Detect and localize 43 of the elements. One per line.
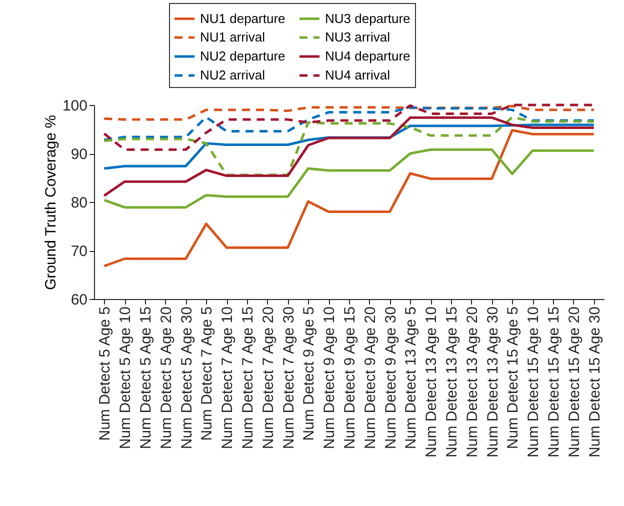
line-series — [102, 116, 596, 176]
legend-label: NU1 departure — [200, 10, 286, 26]
legend-label: NU2 departure — [200, 48, 286, 64]
x-tick-label: Num Detect 5 Age 15 — [138, 306, 154, 450]
x-tick-label: Num Detect 9 Age 20 — [362, 306, 379, 450]
x-tick-label: Num Detect 15 Age 15 — [546, 306, 562, 458]
y-tick-label: 100 — [62, 98, 88, 114]
x-tick-label: Num Detect 15 Age 20 — [566, 306, 583, 458]
x-tick-label: Num Detect 15 Age 10 — [525, 306, 542, 458]
x-tick-label: Num Detect 13 Age 20 — [464, 306, 481, 458]
x-tick-label: Num Detect 5 Age 20 — [158, 306, 175, 450]
y-tick-label: 70 — [70, 243, 88, 260]
x-tick-label: Num Detect 5 Age 10 — [117, 306, 134, 450]
x-tick-label: Num Detect 13 Age 15 — [444, 306, 460, 458]
legend-label: NU3 arrival — [325, 30, 390, 44]
x-tick-label: Num Detect 7 Age 20 — [260, 306, 277, 450]
line-series — [102, 148, 596, 209]
x-tick-label: Num Detect 13 Age 10 — [423, 306, 440, 458]
x-tick-label: Num Detect 15 Age 5 — [504, 306, 522, 450]
y-tick-label: 90 — [70, 146, 88, 163]
x-tick-label: Num Detect 7 Age 10 — [219, 306, 236, 450]
legend-label: NU2 arrival — [200, 68, 266, 82]
x-tick-label: Num Detect 15 Age 30 — [586, 306, 604, 458]
legend-label: NU1 arrival — [200, 30, 266, 44]
x-tick-label: Num Detect 9 Age 5 — [300, 306, 318, 441]
x-tick-label: Num Detect 7 Age 5 — [198, 306, 216, 441]
x-tick-label: Num Detect 9 Age 30 — [382, 306, 400, 450]
legend-label: NU4 departure — [325, 48, 410, 64]
legend-label: NU4 arrival — [325, 68, 390, 82]
x-tick-label: Num Detect 9 Age 10 — [321, 306, 338, 450]
x-tick-label: Num Detect 7 Age 30 — [280, 306, 298, 450]
line-series — [102, 104, 596, 121]
line-series — [102, 128, 596, 268]
x-tick-label: Num Detect 5 Age 5 — [96, 306, 114, 441]
x-tick-label: Num Detect 7 Age 15 — [240, 306, 256, 450]
y-axis-title: Ground Truth Coverage % — [42, 114, 60, 290]
x-tick-label: Num Detect 13 Age 5 — [402, 306, 420, 450]
x-tick-label: Num Detect 5 Age 30 — [178, 306, 196, 450]
x-tick-label: Num Detect 9 Age 15 — [342, 306, 358, 450]
y-tick-label: 60 — [70, 292, 88, 308]
y-tick-label: 80 — [70, 194, 88, 212]
legend-label: NU3 departure — [325, 10, 410, 26]
x-tick-label: Num Detect 13 Age 30 — [484, 306, 502, 458]
